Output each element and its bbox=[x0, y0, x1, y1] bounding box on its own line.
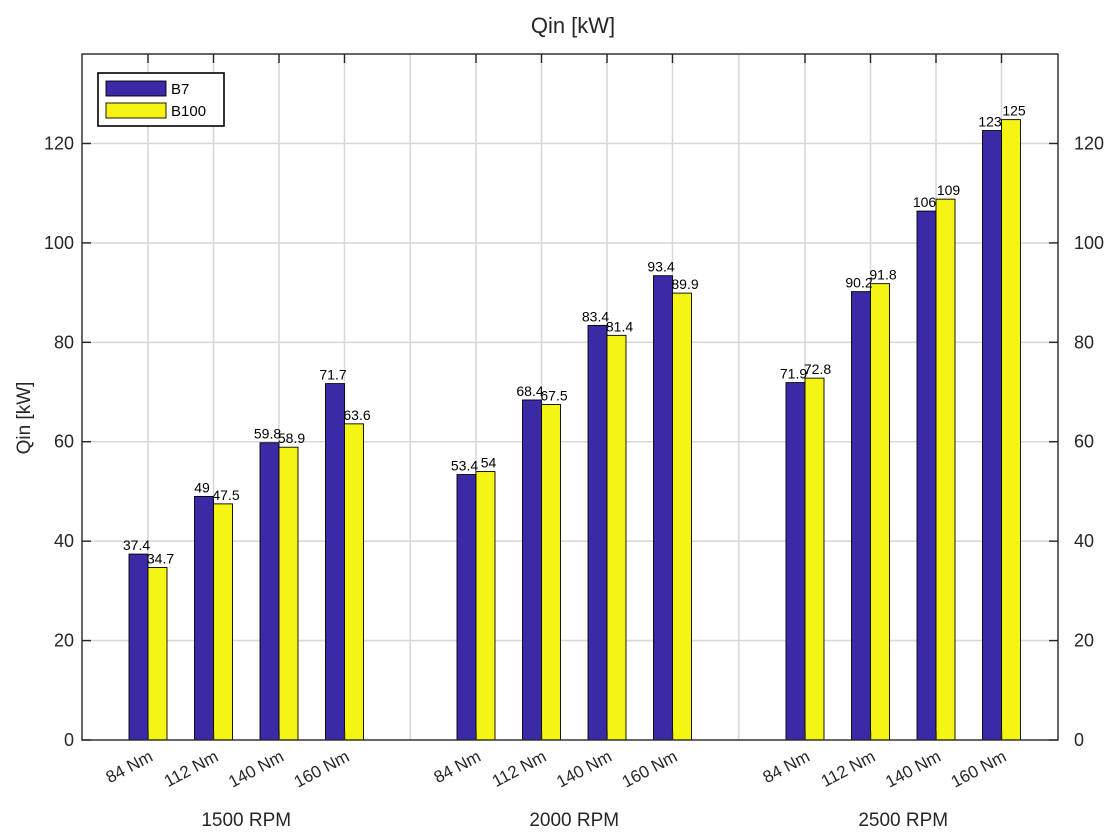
data-label-b100: 109 bbox=[937, 182, 961, 198]
x-category-label: 140 Nm bbox=[553, 747, 614, 792]
data-label-b100: 54 bbox=[481, 455, 497, 471]
bar-b7 bbox=[325, 383, 345, 741]
y-tick-label: 100 bbox=[44, 233, 74, 253]
x-group-label: 2000 RPM bbox=[529, 810, 619, 831]
plot-frame bbox=[81, 53, 1059, 741]
x-category-label: 112 Nm bbox=[161, 747, 221, 791]
y-tick-label-right: 60 bbox=[1074, 432, 1094, 452]
data-label-b7: 83.4 bbox=[582, 308, 609, 324]
bar-b7 bbox=[587, 324, 608, 741]
bar-b100 bbox=[147, 567, 168, 741]
data-label-b7: 71.7 bbox=[319, 367, 346, 383]
y-tick-label: 120 bbox=[44, 133, 74, 153]
x-category-label: 84 Nm bbox=[760, 747, 813, 787]
x-category-label: 84 Nm bbox=[431, 747, 484, 787]
y-tick-label: 60 bbox=[54, 432, 74, 452]
y-tick-label-right: 40 bbox=[1074, 531, 1094, 551]
legend-label-b7: B7 bbox=[171, 81, 189, 98]
bar-b100 bbox=[870, 283, 890, 741]
axes-layer bbox=[81, 53, 1059, 741]
bars-layer bbox=[128, 119, 1021, 741]
data-label-b100: 47.5 bbox=[212, 487, 239, 503]
bar-b7 bbox=[522, 399, 542, 741]
y-tick-label: 20 bbox=[54, 631, 74, 651]
y-tick-label: 0 bbox=[64, 730, 74, 750]
data-label-b7: 123 bbox=[978, 114, 1002, 130]
bar-b100 bbox=[541, 404, 561, 741]
legend: B7 B100 bbox=[97, 72, 225, 127]
data-label-b7: 90.2 bbox=[845, 275, 872, 291]
y-tick-label-right: 80 bbox=[1074, 332, 1094, 352]
bar-b7 bbox=[194, 495, 214, 741]
bar-b7 bbox=[851, 291, 871, 741]
y-tick-label: 80 bbox=[54, 332, 74, 352]
y-tick-label-right: 120 bbox=[1074, 133, 1104, 153]
bar-b7 bbox=[785, 382, 806, 741]
data-label-b100: 91.8 bbox=[869, 267, 896, 283]
bar-b100 bbox=[1001, 119, 1021, 741]
bar-b7 bbox=[456, 474, 477, 741]
x-category-label: 140 Nm bbox=[225, 747, 286, 792]
x-group-label: 1500 RPM bbox=[201, 810, 291, 831]
data-label-b100: 125 bbox=[1002, 103, 1026, 119]
legend-label-b100: B100 bbox=[171, 103, 206, 120]
data-label-b7: 53.4 bbox=[451, 458, 478, 474]
data-label-b100: 63.6 bbox=[343, 407, 370, 423]
data-label-b7: 37.4 bbox=[123, 537, 150, 553]
bar-b7 bbox=[128, 553, 149, 741]
x-category-label: 140 Nm bbox=[882, 747, 943, 792]
x-category-label: 84 Nm bbox=[103, 747, 156, 787]
bar-b100 bbox=[672, 292, 692, 741]
bar-b100 bbox=[213, 503, 233, 741]
data-label-b7: 106 bbox=[913, 194, 937, 210]
y-tick-label: 40 bbox=[54, 531, 74, 551]
legend-swatch-b100 bbox=[105, 102, 167, 119]
bar-b100 bbox=[804, 377, 825, 741]
y-tick-label-right: 0 bbox=[1074, 730, 1084, 750]
bar-b100 bbox=[475, 471, 496, 741]
data-label-b7: 49 bbox=[194, 479, 210, 495]
bar-b7 bbox=[916, 210, 937, 741]
bar-b7 bbox=[982, 130, 1002, 741]
bar-b7 bbox=[259, 442, 280, 741]
bar-b100 bbox=[606, 334, 627, 741]
data-label-b100: 58.9 bbox=[278, 430, 305, 446]
bar-b100 bbox=[344, 423, 364, 741]
x-category-label: 112 Nm bbox=[489, 747, 549, 791]
y-tick-label-right: 20 bbox=[1074, 631, 1094, 651]
x-category-label: 160 Nm bbox=[291, 747, 352, 792]
chart-title: Qin [kW] bbox=[531, 13, 615, 38]
x-category-label: 160 Nm bbox=[619, 747, 680, 792]
bar-b7 bbox=[653, 275, 673, 741]
data-label-b100: 81.4 bbox=[606, 318, 633, 334]
y-tick-label-right: 100 bbox=[1074, 233, 1104, 253]
data-label-b7: 68.4 bbox=[516, 383, 543, 399]
x-group-label: 2500 RPM bbox=[858, 810, 948, 831]
data-label-b7: 59.8 bbox=[254, 426, 281, 442]
x-category-label: 160 Nm bbox=[948, 747, 1009, 792]
y-axis-label: Qin [kW] bbox=[14, 382, 35, 455]
data-label-b100: 89.9 bbox=[671, 276, 698, 292]
bar-b100 bbox=[278, 446, 299, 741]
data-label-b7: 71.9 bbox=[780, 366, 807, 382]
data-label-b100: 67.5 bbox=[540, 387, 567, 403]
data-label-b100: 34.7 bbox=[147, 551, 174, 567]
legend-swatch-b7 bbox=[105, 80, 167, 97]
x-category-label: 112 Nm bbox=[818, 747, 878, 791]
bar-b100 bbox=[935, 198, 956, 741]
data-label-b7: 93.4 bbox=[647, 259, 674, 275]
data-label-b100: 72.8 bbox=[804, 361, 831, 377]
